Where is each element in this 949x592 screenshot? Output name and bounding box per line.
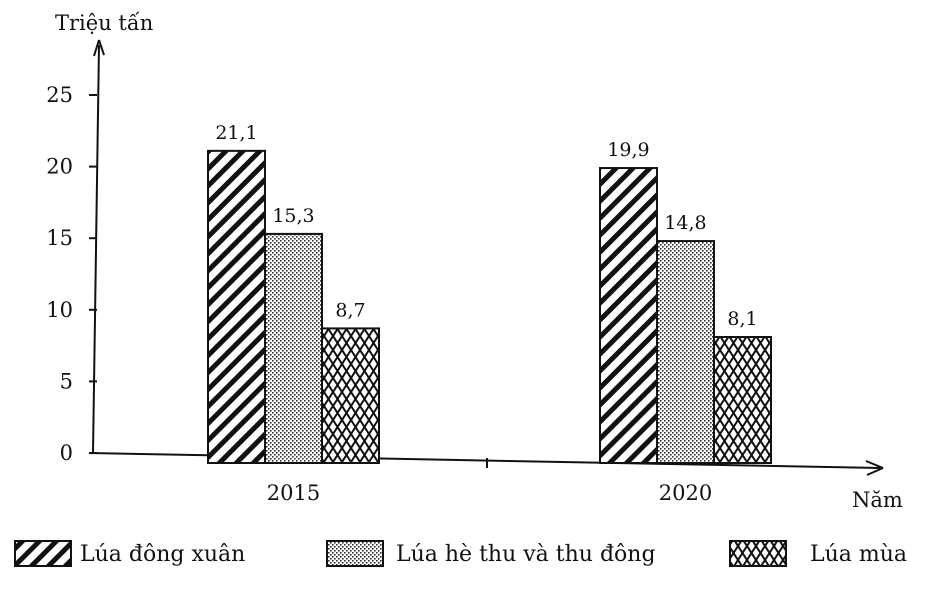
bar — [321, 327, 380, 464]
y-axis-line — [92, 44, 100, 454]
bar — [207, 149, 266, 465]
axes: 0 5 10 15 20 25 Triệu tấn Năm — [46, 11, 903, 512]
bar — [599, 167, 658, 464]
data-label: 21,1 — [215, 122, 257, 144]
y-tick-label: 20 — [46, 155, 73, 179]
data-label: 19,9 — [607, 139, 649, 161]
legend-label: Lúa hè thu và thu đông — [396, 542, 656, 567]
y-tick-label: 15 — [46, 226, 73, 250]
legend: Lúa đông xuân Lúa hè thu và thu đông Lúa m… — [14, 540, 907, 567]
category-label: 2015 — [267, 481, 320, 505]
x-axis-arrow — [865, 460, 884, 476]
y-tick-label: 5 — [60, 369, 73, 393]
legend-swatch — [14, 540, 72, 567]
data-label: 8,1 — [727, 308, 757, 330]
legend-swatch — [729, 540, 787, 567]
category-label: 2020 — [659, 481, 712, 505]
y-tick-label: 10 — [46, 298, 73, 322]
bars: 21,1 15,3 8,7 2015 19,9 14,8 8,1 2020 — [207, 122, 772, 505]
y-tick-label: 0 — [60, 441, 73, 465]
y-tick-label: 25 — [46, 83, 73, 107]
data-label: 8,7 — [335, 299, 365, 321]
legend-swatch — [326, 540, 384, 567]
bar — [656, 240, 715, 464]
y-axis-title: Triệu tấn — [55, 11, 153, 35]
data-label: 14,8 — [664, 212, 706, 234]
x-axis-title: Năm — [852, 488, 903, 512]
y-axis-arrow — [93, 39, 105, 57]
legend-label: Lúa đông xuân — [80, 542, 245, 567]
bar — [264, 232, 323, 464]
data-label: 15,3 — [272, 205, 314, 227]
bar — [713, 336, 772, 464]
legend-label: Lúa mùa — [810, 542, 907, 567]
